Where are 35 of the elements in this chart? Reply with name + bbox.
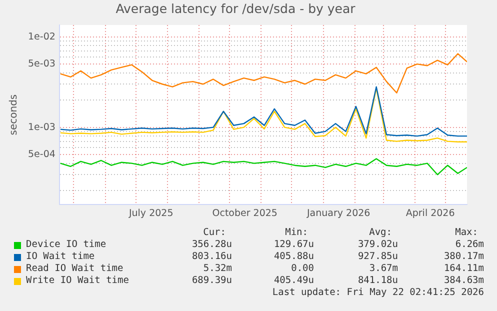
text: Avg: bbox=[369, 227, 392, 238]
chart-title: Average latency for /dev/sda - by year bbox=[116, 0, 356, 16]
text: 3.67m bbox=[369, 263, 398, 274]
y-tick-label: 5e-04 bbox=[28, 149, 56, 160]
text: 356.28u bbox=[192, 239, 232, 250]
text: Max: bbox=[455, 227, 478, 238]
text: 379.02u bbox=[358, 239, 398, 250]
text: 384.63m bbox=[444, 275, 484, 286]
text: 164.11m bbox=[444, 263, 484, 274]
text: 380.17m bbox=[444, 251, 484, 262]
text: 927.85u bbox=[358, 251, 398, 262]
text: 0.00 bbox=[291, 263, 314, 274]
text: 405.88u bbox=[274, 251, 314, 262]
y-tick-label: 5e-03 bbox=[28, 58, 56, 70]
legend-label: IO Wait time bbox=[26, 251, 95, 262]
text: Min: bbox=[285, 227, 308, 238]
text: 803.16u bbox=[192, 251, 232, 262]
text: 841.18u bbox=[358, 275, 398, 286]
x-tick-label: October 2025 bbox=[212, 208, 278, 219]
text: 6.26m bbox=[455, 239, 484, 250]
text: 405.49u bbox=[274, 275, 314, 286]
text: 129.67u bbox=[274, 239, 314, 250]
text: Last update: Fri May 22 02:41:25 2026 bbox=[272, 287, 484, 298]
legend-label: Device IO time bbox=[26, 239, 106, 250]
text: 689.39u bbox=[192, 275, 232, 286]
x-tick-label: July 2025 bbox=[128, 208, 174, 219]
legend-label: Write IO Wait time bbox=[26, 275, 129, 286]
y-tick-label: 1e-02 bbox=[28, 31, 56, 42]
x-tick-label: January 2026 bbox=[306, 208, 370, 219]
legend-label: Read IO Wait time bbox=[26, 263, 124, 274]
x-tick-label: April 2026 bbox=[406, 208, 455, 219]
text: Cur: bbox=[203, 227, 226, 238]
y-axis-title: seconds bbox=[8, 94, 20, 136]
text: 5.32m bbox=[203, 263, 232, 274]
y-tick-label: 1e-03 bbox=[28, 122, 56, 133]
